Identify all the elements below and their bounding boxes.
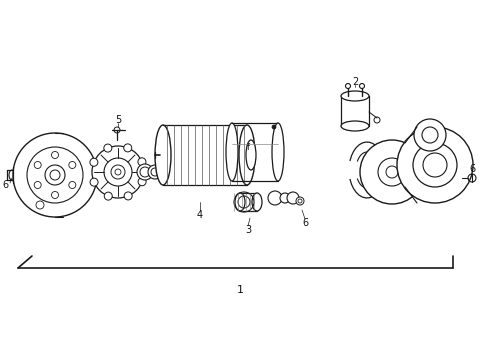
Circle shape <box>90 178 98 186</box>
Text: 5: 5 <box>115 115 121 125</box>
Circle shape <box>280 193 290 203</box>
Text: 6: 6 <box>2 180 8 190</box>
Circle shape <box>124 144 132 152</box>
Ellipse shape <box>235 193 245 211</box>
Circle shape <box>272 125 276 129</box>
Circle shape <box>148 165 162 179</box>
Text: 4: 4 <box>197 210 203 220</box>
Circle shape <box>92 146 144 198</box>
Circle shape <box>137 164 153 180</box>
Circle shape <box>104 192 112 200</box>
Text: f: f <box>246 143 249 152</box>
Text: 6: 6 <box>302 218 308 228</box>
Ellipse shape <box>226 123 238 181</box>
Circle shape <box>414 119 446 151</box>
Circle shape <box>360 140 424 204</box>
Circle shape <box>104 144 112 152</box>
Text: 6: 6 <box>469 164 475 174</box>
Ellipse shape <box>341 121 369 131</box>
Ellipse shape <box>155 125 171 185</box>
Circle shape <box>268 191 282 205</box>
Ellipse shape <box>272 123 284 181</box>
Circle shape <box>138 178 146 186</box>
Text: 2: 2 <box>352 77 358 87</box>
Text: 3: 3 <box>245 225 251 235</box>
Circle shape <box>296 197 304 205</box>
Circle shape <box>397 127 473 203</box>
Circle shape <box>287 192 299 204</box>
Text: 1: 1 <box>237 285 244 295</box>
Ellipse shape <box>341 91 369 101</box>
Ellipse shape <box>246 140 256 170</box>
Circle shape <box>124 192 132 200</box>
Circle shape <box>13 133 97 217</box>
Ellipse shape <box>239 125 255 185</box>
Circle shape <box>138 158 146 166</box>
Circle shape <box>90 158 98 166</box>
Ellipse shape <box>252 193 262 211</box>
